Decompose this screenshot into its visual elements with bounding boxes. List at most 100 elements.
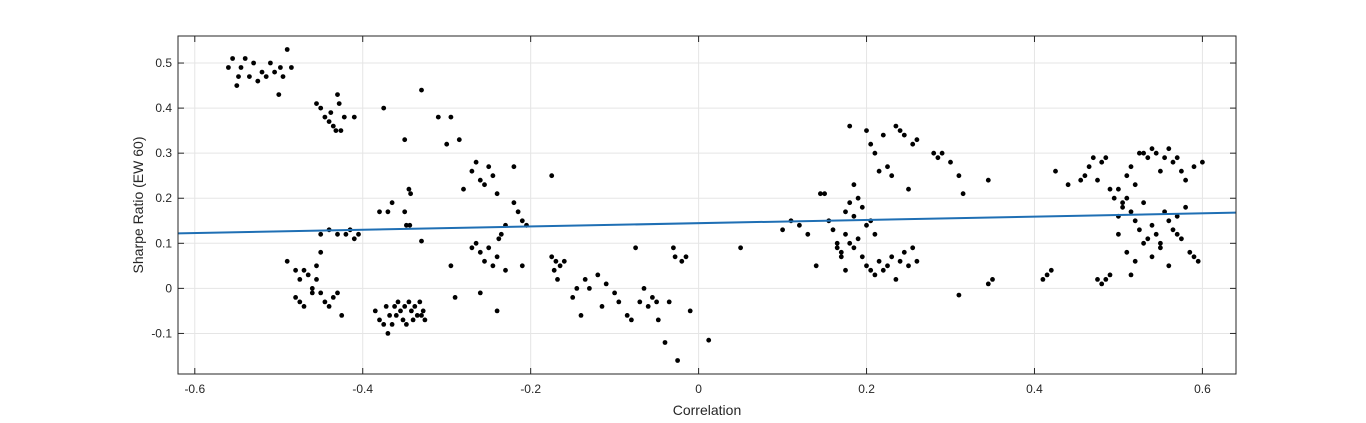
data-point <box>412 304 418 309</box>
data-point <box>612 290 617 296</box>
data-point <box>1158 240 1163 246</box>
data-point <box>1158 168 1163 174</box>
data-point <box>393 313 399 318</box>
data-point <box>404 222 409 228</box>
data-point <box>276 92 282 97</box>
data-point <box>1174 231 1180 237</box>
data-point <box>477 249 483 255</box>
data-point <box>236 74 241 79</box>
plot-frame <box>177 35 1237 375</box>
data-point <box>335 231 340 237</box>
y-tick-label: -0.1 <box>151 326 172 340</box>
data-point <box>1040 277 1046 282</box>
data-point <box>410 317 416 323</box>
data-point <box>553 258 559 264</box>
data-point <box>595 272 601 278</box>
data-point <box>335 290 340 296</box>
data-point <box>377 317 382 323</box>
data-point <box>838 254 844 260</box>
data-point <box>284 47 290 52</box>
data-point <box>301 267 307 273</box>
data-point <box>326 119 332 124</box>
data-point <box>420 308 426 314</box>
data-point <box>1099 159 1105 165</box>
data-point <box>645 304 651 309</box>
data-point <box>1141 200 1146 206</box>
data-point <box>1053 168 1058 174</box>
data-point <box>555 277 560 282</box>
data-point <box>885 263 890 269</box>
data-point <box>318 105 324 111</box>
y-tick-label: 0.2 <box>155 191 172 205</box>
data-point <box>687 308 693 314</box>
data-point <box>251 60 256 66</box>
data-point <box>830 227 836 233</box>
y-tick-label: 0 <box>165 281 172 295</box>
data-point <box>511 164 517 170</box>
data-point <box>1158 245 1163 251</box>
data-point <box>1128 164 1134 170</box>
data-point <box>574 286 580 291</box>
data-point <box>1048 267 1054 273</box>
data-point <box>1132 258 1138 264</box>
data-point <box>706 337 712 343</box>
data-point <box>356 231 361 237</box>
data-point <box>314 263 319 269</box>
data-point <box>654 299 659 305</box>
data-point <box>330 123 336 129</box>
data-point <box>234 83 240 88</box>
data-point <box>1149 146 1155 152</box>
data-point <box>1153 150 1159 156</box>
data-point <box>675 358 680 363</box>
y-tick-label: 0.1 <box>155 236 172 250</box>
data-point <box>419 313 424 318</box>
data-point <box>477 177 483 183</box>
data-point <box>482 258 487 264</box>
x-axis-label: Correlation <box>673 402 741 418</box>
data-point <box>419 238 424 244</box>
data-point <box>1137 150 1142 156</box>
data-point <box>813 263 819 269</box>
data-point <box>519 218 525 224</box>
data-point <box>1145 236 1151 242</box>
data-point <box>1187 249 1193 255</box>
data-point <box>1191 254 1197 260</box>
data-point <box>1132 218 1138 224</box>
data-point <box>914 258 920 264</box>
data-point <box>1195 258 1201 264</box>
data-point <box>738 245 743 251</box>
data-point <box>402 209 408 215</box>
data-point <box>551 267 557 273</box>
data-point <box>897 258 903 264</box>
data-point <box>616 299 622 305</box>
data-point <box>398 308 403 314</box>
data-point <box>910 141 916 147</box>
data-point <box>486 245 492 251</box>
x-tick-label: 0.2 <box>858 382 875 396</box>
data-point <box>868 267 874 273</box>
data-point <box>336 101 342 106</box>
data-point <box>1128 209 1134 215</box>
fit-line <box>177 211 1237 235</box>
data-point <box>322 114 328 120</box>
data-point <box>880 132 886 138</box>
data-point <box>490 173 496 179</box>
data-point <box>906 186 911 192</box>
data-point <box>1191 164 1197 170</box>
data-point <box>498 231 504 237</box>
data-point <box>561 258 567 264</box>
data-point <box>1132 182 1138 188</box>
data-point <box>238 65 244 70</box>
data-point <box>655 317 661 323</box>
x-tick-label: -0.4 <box>352 382 373 396</box>
data-point <box>1166 263 1172 269</box>
data-point <box>280 74 286 79</box>
data-point <box>956 173 962 179</box>
y-axis-label: Sharpe Ratio (EW 60) <box>130 137 146 274</box>
data-point <box>456 137 462 143</box>
data-point <box>1179 168 1184 174</box>
data-point <box>864 263 869 269</box>
data-point <box>314 277 319 282</box>
data-point <box>383 304 389 309</box>
